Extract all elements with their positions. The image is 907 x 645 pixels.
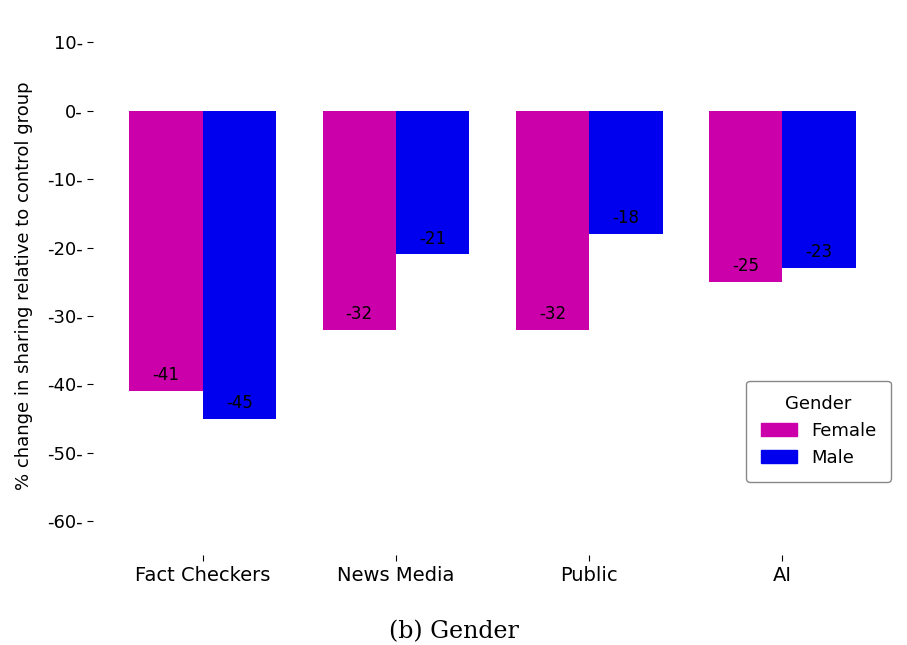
Text: -41: -41 [152,366,180,384]
Bar [130,111,203,392]
Bar [203,111,276,419]
Text: -18: -18 [612,209,639,227]
Bar [396,111,469,254]
Text: -25: -25 [732,257,759,275]
Bar [782,111,855,268]
Bar [709,111,782,282]
Text: -32: -32 [539,305,566,323]
Bar [516,111,590,330]
Legend: Female, Male: Female, Male [746,381,891,482]
Text: -21: -21 [419,230,446,248]
Bar [590,111,662,234]
Text: (b) Gender: (b) Gender [388,620,519,644]
Y-axis label: % change in sharing relative to control group: % change in sharing relative to control … [15,81,33,490]
Text: -32: -32 [346,305,373,323]
Text: -45: -45 [226,394,253,412]
Text: -23: -23 [805,243,833,261]
Bar [323,111,396,330]
